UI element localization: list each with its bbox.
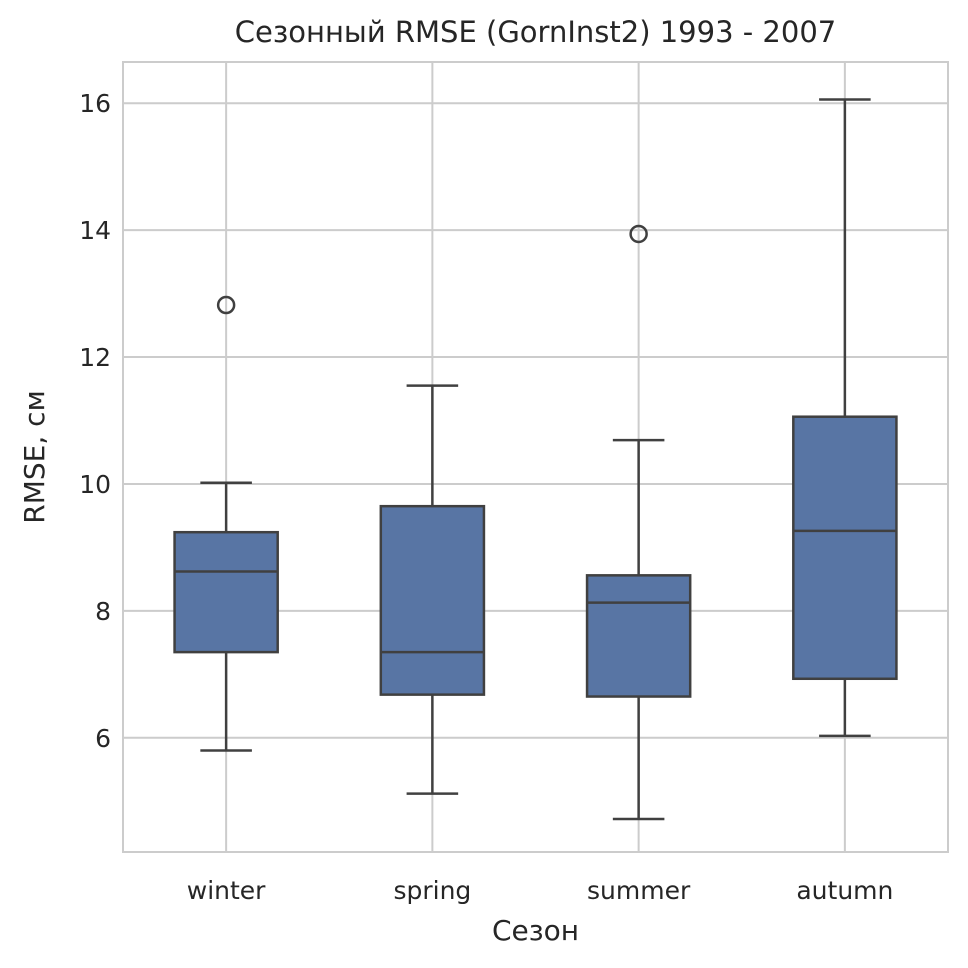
iqr-box <box>585 574 692 698</box>
plot-frame <box>122 61 949 853</box>
y-tick-label: 16 <box>79 89 111 118</box>
box-summer <box>585 224 692 821</box>
y-tick-label: 14 <box>79 216 111 245</box>
y-tick-label: 6 <box>95 724 111 753</box>
y-tick-label: 12 <box>79 343 111 372</box>
iqr-box <box>792 415 898 681</box>
tick-labels: 6 8 10 12 14 16 winter spring summer autumn <box>79 89 893 905</box>
x-tick-label: summer <box>587 876 691 905</box>
chart-title: Сезонный RMSE (GornInst2) 1993 - 2007 <box>235 15 836 49</box>
iqr-box <box>173 530 279 654</box>
x-tick-label: autumn <box>796 876 893 905</box>
y-tick-label: 10 <box>79 470 111 499</box>
box-winter <box>173 295 279 752</box>
box-spring <box>379 384 486 795</box>
x-tick-label: spring <box>393 876 471 905</box>
outlier-point <box>216 295 236 315</box>
outlier-point <box>629 224 648 244</box>
y-axis-title: RMSE, см <box>18 390 51 523</box>
y-tick-label: 8 <box>95 597 111 626</box>
boxes <box>173 98 898 821</box>
iqr-box <box>379 504 486 696</box>
x-tick-label: winter <box>187 876 266 905</box>
box-autumn <box>792 98 898 738</box>
x-axis-title: Сезон <box>492 914 579 947</box>
